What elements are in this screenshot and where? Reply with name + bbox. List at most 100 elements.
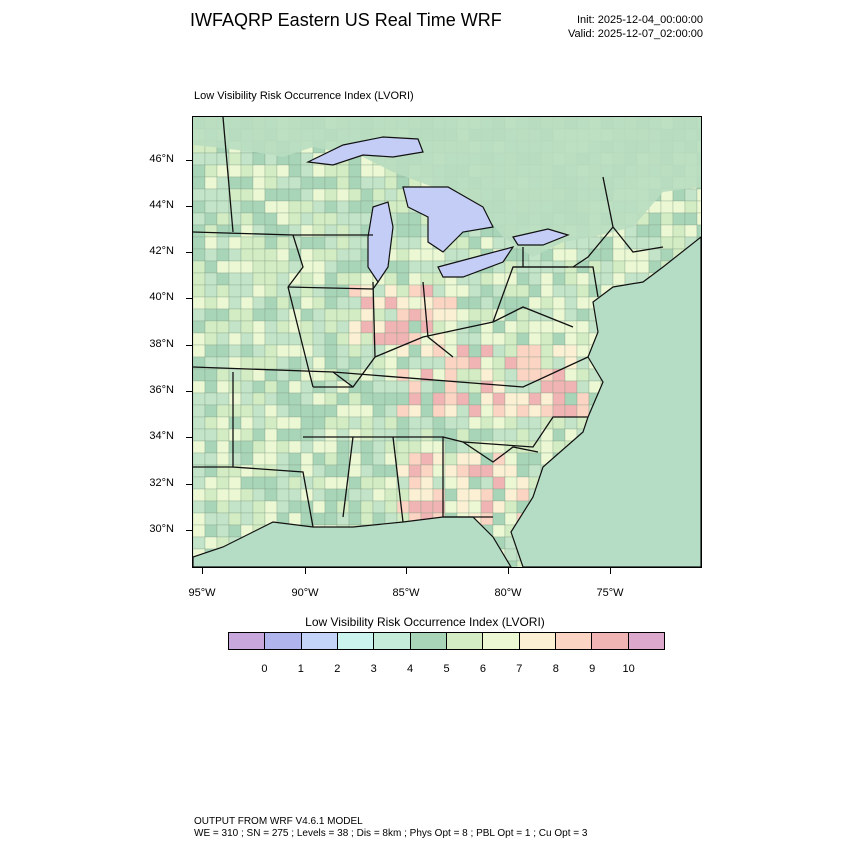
risk-cell xyxy=(360,284,374,298)
risk-cell xyxy=(336,488,350,502)
risk-cell xyxy=(288,164,302,178)
risk-cell xyxy=(480,404,494,418)
risk-cell xyxy=(564,404,578,418)
risk-cell xyxy=(384,500,398,514)
risk-cell xyxy=(480,512,494,526)
risk-cell xyxy=(408,320,422,334)
risk-cell xyxy=(528,344,542,358)
risk-cell xyxy=(336,176,350,190)
risk-cell xyxy=(193,248,206,262)
risk-cell xyxy=(300,416,314,430)
risk-cell xyxy=(204,332,218,346)
risk-cell xyxy=(264,176,278,190)
risk-cell xyxy=(480,236,494,250)
risk-cell xyxy=(300,188,314,202)
risk-cell xyxy=(276,248,290,262)
colorbar-swatch xyxy=(301,633,338,649)
risk-cell xyxy=(348,236,362,250)
risk-cell xyxy=(204,512,218,526)
risk-cell xyxy=(372,380,386,394)
risk-cell xyxy=(324,392,338,406)
risk-cell xyxy=(288,356,302,370)
risk-cell xyxy=(288,176,302,190)
risk-cell xyxy=(492,464,506,478)
risk-cell xyxy=(240,368,254,382)
risk-cell xyxy=(312,416,326,430)
risk-cell xyxy=(324,416,338,430)
risk-cell xyxy=(348,164,362,178)
risk-cell xyxy=(444,284,458,298)
risk-cell xyxy=(252,404,266,418)
risk-cell xyxy=(252,248,266,262)
risk-cell xyxy=(540,296,554,310)
risk-cell xyxy=(216,224,230,238)
risk-cell xyxy=(504,404,518,418)
risk-cell xyxy=(420,428,434,442)
risk-cell xyxy=(492,512,506,526)
risk-cell xyxy=(300,440,314,454)
risk-cell xyxy=(324,356,338,370)
risk-cell xyxy=(288,440,302,454)
risk-cell xyxy=(396,284,410,298)
risk-cell xyxy=(552,428,566,442)
risk-cell xyxy=(504,296,518,310)
risk-cell xyxy=(312,356,326,370)
risk-cell xyxy=(492,428,506,442)
risk-cell xyxy=(288,404,302,418)
risk-cell xyxy=(540,392,554,406)
risk-cell xyxy=(228,476,242,490)
risk-cell xyxy=(360,500,374,514)
risk-cell xyxy=(696,200,701,214)
risk-cell xyxy=(444,368,458,382)
risk-cell xyxy=(576,368,590,382)
risk-cell xyxy=(516,464,530,478)
risk-cell xyxy=(492,476,506,490)
colorbar-label: 3 xyxy=(370,663,377,675)
risk-cell xyxy=(396,452,410,466)
risk-cell xyxy=(240,200,254,214)
risk-cell xyxy=(312,332,326,346)
risk-cell xyxy=(552,284,566,298)
risk-cell xyxy=(372,476,386,490)
risk-cell xyxy=(420,260,434,274)
risk-cell xyxy=(336,248,350,262)
risk-cell xyxy=(300,248,314,262)
risk-cell xyxy=(324,260,338,274)
risk-cell xyxy=(324,404,338,418)
risk-cell xyxy=(252,152,266,166)
risk-cell xyxy=(408,392,422,406)
risk-cell xyxy=(408,488,422,502)
risk-cell xyxy=(480,296,494,310)
risk-cell xyxy=(516,308,530,322)
risk-cell xyxy=(492,488,506,502)
risk-cell xyxy=(540,404,554,418)
risk-cell xyxy=(300,236,314,250)
risk-cell xyxy=(240,356,254,370)
risk-cell xyxy=(216,428,230,442)
risk-cell xyxy=(516,488,530,502)
risk-cell xyxy=(528,320,542,334)
risk-cell xyxy=(264,224,278,238)
risk-cell xyxy=(384,416,398,430)
risk-cell xyxy=(396,272,410,286)
risk-cell xyxy=(684,224,698,238)
risk-cell xyxy=(396,224,410,238)
risk-cell xyxy=(444,296,458,310)
risk-cell xyxy=(252,332,266,346)
risk-cell xyxy=(336,284,350,298)
lon-tick xyxy=(305,568,306,574)
lon-tick xyxy=(406,568,407,574)
risk-cell xyxy=(408,284,422,298)
risk-cell xyxy=(636,224,650,238)
risk-cell xyxy=(264,248,278,262)
risk-cell xyxy=(504,488,518,502)
risk-cell xyxy=(528,284,542,298)
risk-cell xyxy=(492,356,506,370)
risk-cell xyxy=(420,344,434,358)
risk-cell xyxy=(288,188,302,202)
risk-cell xyxy=(276,320,290,334)
risk-cell xyxy=(216,308,230,322)
risk-cell xyxy=(420,296,434,310)
risk-cell xyxy=(444,452,458,466)
lon-label: 95°W xyxy=(188,587,216,599)
